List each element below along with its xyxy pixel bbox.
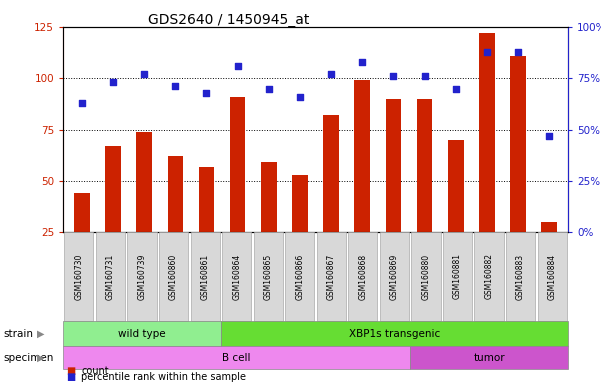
Text: GSM160880: GSM160880 — [421, 253, 430, 300]
Text: GSM160861: GSM160861 — [201, 253, 210, 300]
Point — [295, 94, 305, 100]
Bar — [261, 162, 276, 284]
Text: B cell: B cell — [222, 353, 251, 363]
Point — [139, 71, 149, 77]
Text: specimen: specimen — [3, 353, 53, 363]
Bar — [168, 156, 183, 284]
Text: GSM160868: GSM160868 — [358, 253, 367, 300]
Bar — [323, 115, 339, 284]
Bar — [417, 99, 432, 284]
Text: XBP1s transgenic: XBP1s transgenic — [349, 328, 440, 339]
Text: GDS2640 / 1450945_at: GDS2640 / 1450945_at — [148, 13, 309, 27]
Point — [171, 83, 180, 89]
Text: GSM160739: GSM160739 — [138, 253, 147, 300]
Text: GSM160731: GSM160731 — [106, 253, 115, 300]
Bar — [510, 56, 526, 284]
Text: GSM160866: GSM160866 — [295, 253, 304, 300]
Bar — [542, 222, 557, 284]
Text: GSM160867: GSM160867 — [327, 253, 336, 300]
Bar — [292, 175, 308, 284]
Point — [513, 48, 523, 55]
Text: ▶: ▶ — [37, 328, 44, 339]
Text: GSM160881: GSM160881 — [453, 253, 462, 300]
Point — [326, 71, 336, 77]
Text: count: count — [81, 366, 109, 376]
Text: GSM160730: GSM160730 — [75, 253, 84, 300]
Point — [108, 79, 118, 85]
Bar — [105, 146, 121, 284]
Point — [482, 48, 492, 55]
Bar — [199, 167, 214, 284]
Text: GSM160865: GSM160865 — [264, 253, 273, 300]
Bar — [355, 80, 370, 284]
Bar — [386, 99, 401, 284]
Point — [419, 73, 429, 79]
Point — [202, 89, 212, 96]
Bar — [74, 193, 90, 284]
Bar — [136, 132, 152, 284]
Text: wild type: wild type — [118, 328, 166, 339]
Point — [358, 59, 367, 65]
Text: ■: ■ — [66, 372, 75, 382]
Text: percentile rank within the sample: percentile rank within the sample — [81, 372, 246, 382]
Text: GSM160882: GSM160882 — [484, 253, 493, 300]
Point — [451, 85, 460, 91]
Bar — [479, 33, 495, 284]
Point — [264, 85, 273, 91]
Text: GSM160884: GSM160884 — [548, 253, 557, 300]
Point — [545, 133, 554, 139]
Bar — [448, 140, 463, 284]
Text: GSM160860: GSM160860 — [169, 253, 178, 300]
Bar — [230, 97, 245, 284]
Text: strain: strain — [3, 328, 33, 339]
Text: ■: ■ — [66, 366, 75, 376]
Text: GSM160864: GSM160864 — [232, 253, 241, 300]
Text: GSM160883: GSM160883 — [516, 253, 525, 300]
Point — [77, 100, 87, 106]
Point — [233, 63, 242, 69]
Text: ▶: ▶ — [37, 353, 44, 363]
Text: tumor: tumor — [473, 353, 505, 363]
Text: GSM160869: GSM160869 — [390, 253, 399, 300]
Point — [389, 73, 398, 79]
